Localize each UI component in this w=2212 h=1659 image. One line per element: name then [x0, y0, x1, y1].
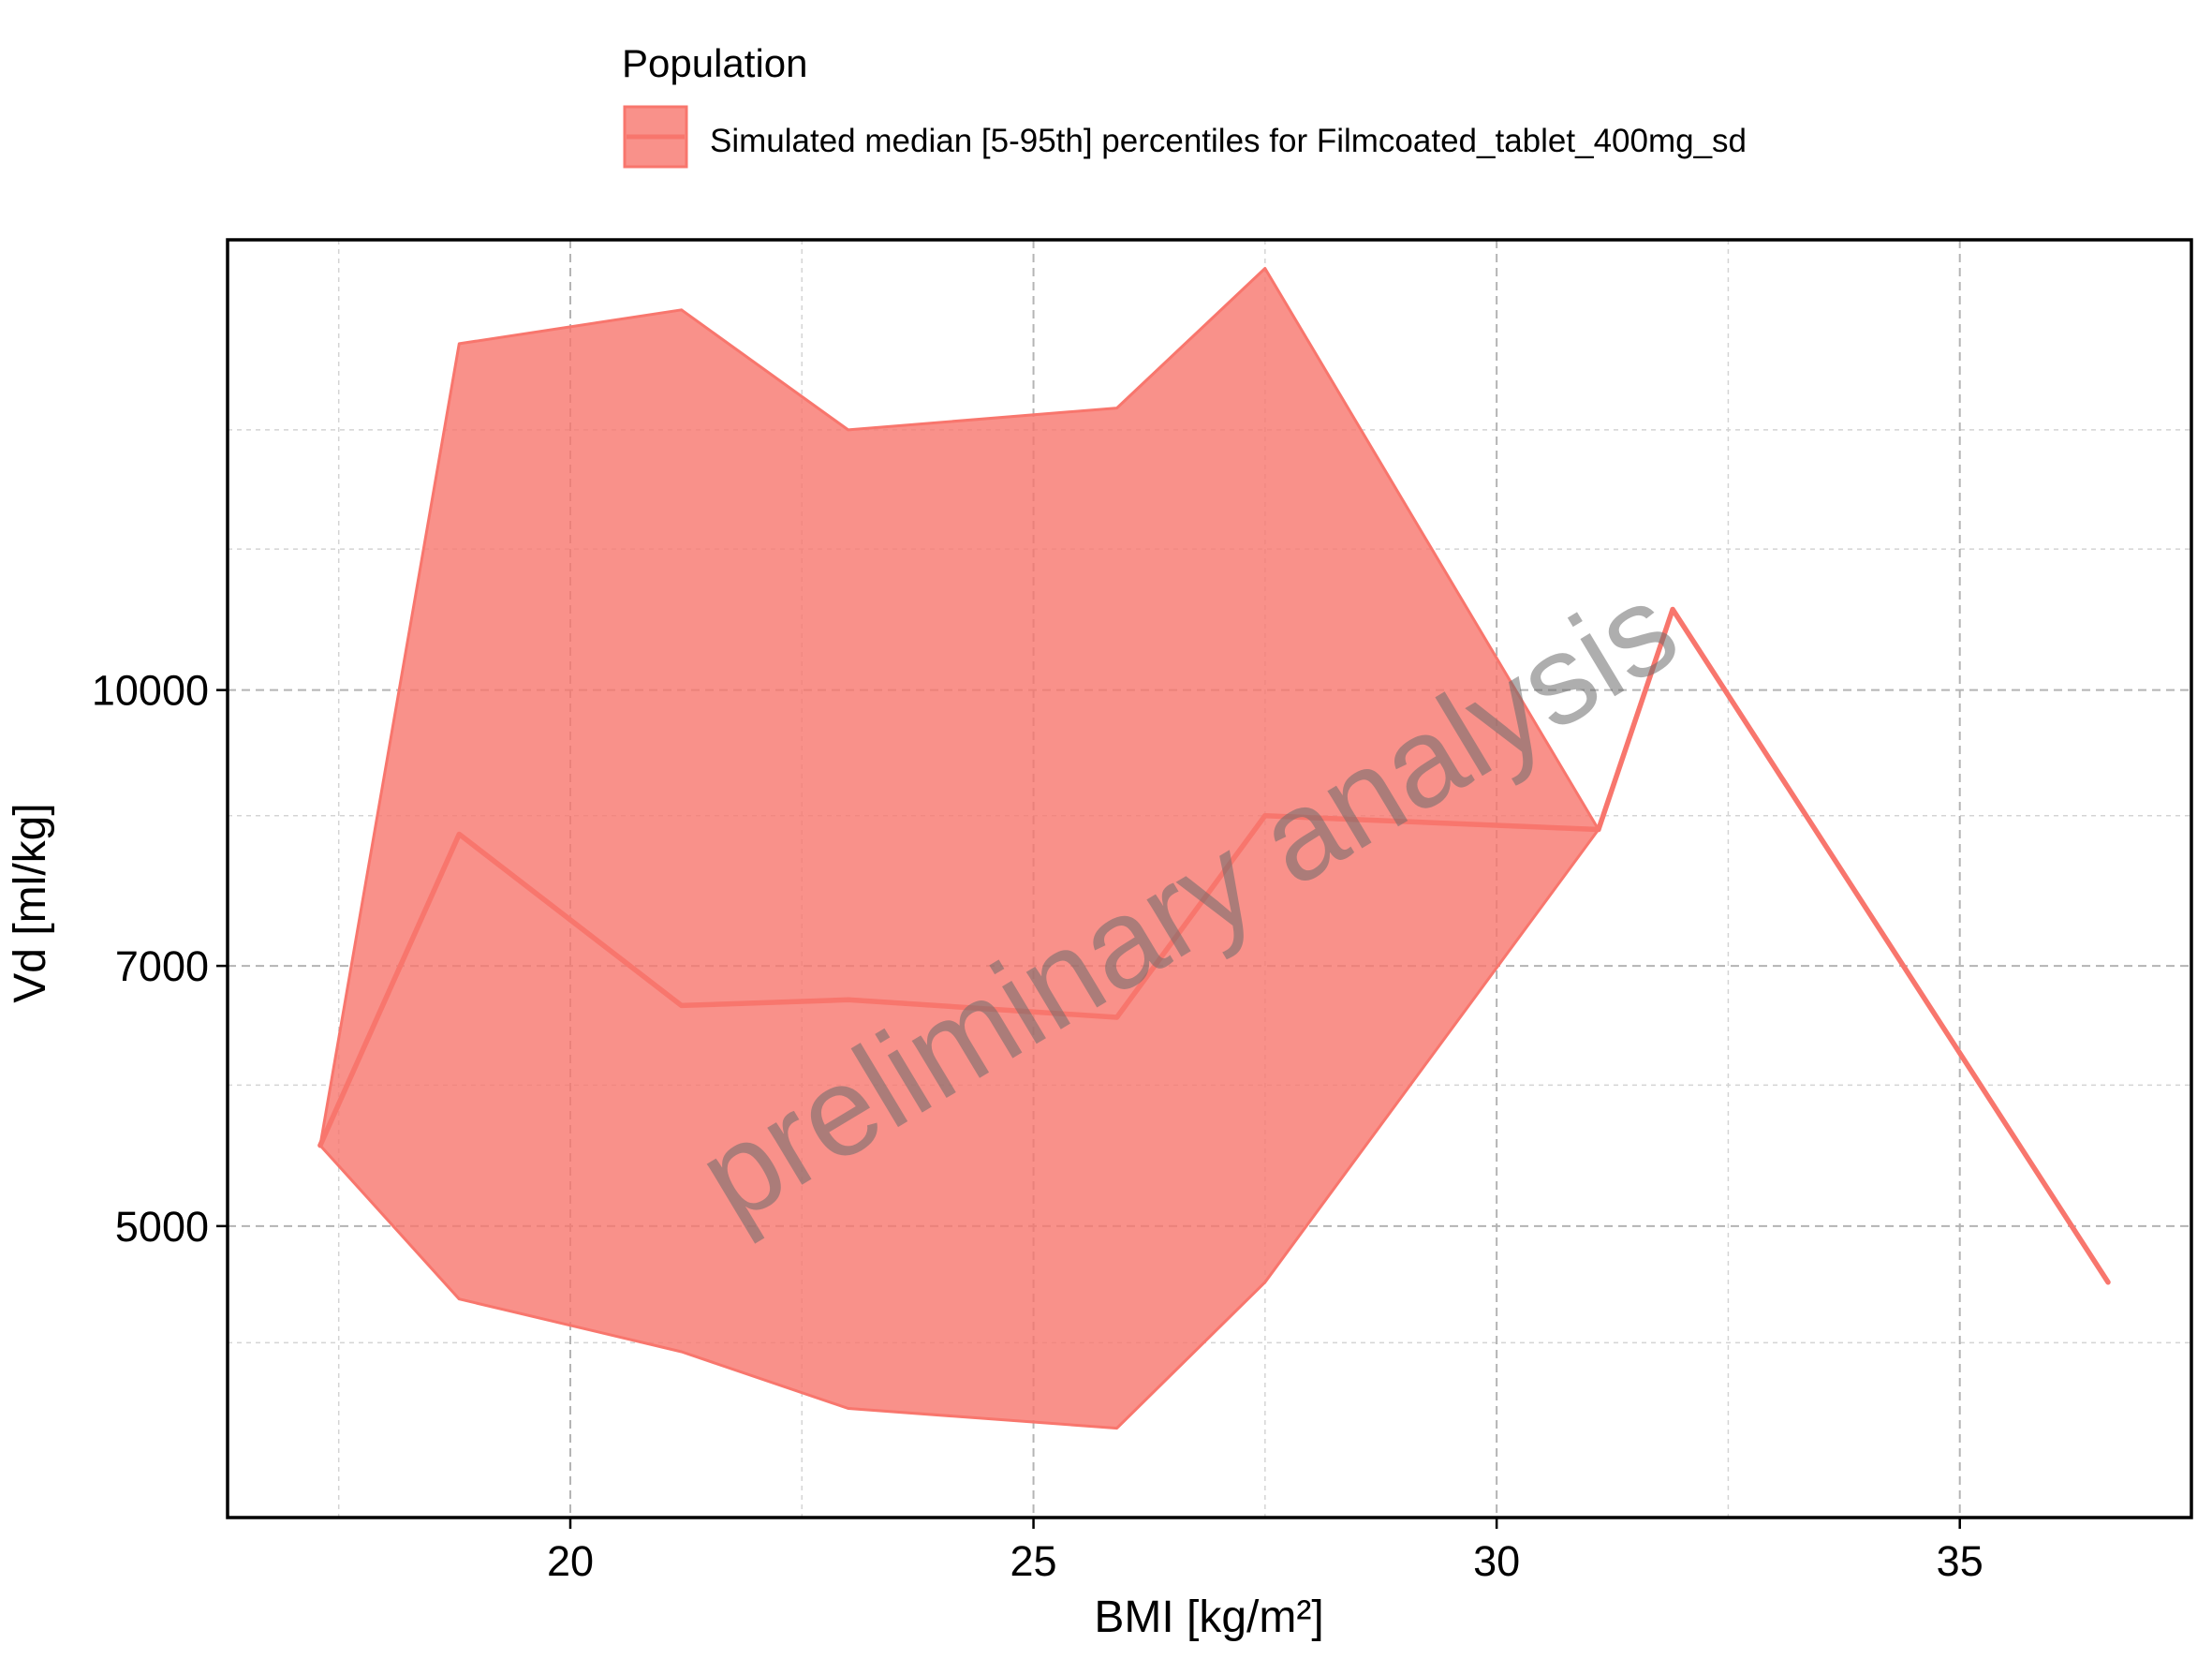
series-layer [317, 267, 2111, 1430]
x-axis-ticks: 20 25 30 35 [547, 1518, 1983, 1585]
y-axis-title: Vd [ml/kg] [6, 803, 55, 1002]
x-tick-label: 30 [1473, 1537, 1520, 1585]
legend: Population Simulated median [5-95th] per… [622, 41, 1747, 169]
y-tick-label: 7000 [115, 942, 209, 990]
y-tick-label: 10000 [92, 667, 209, 715]
legend-key [623, 105, 688, 169]
x-tick-label: 20 [547, 1537, 594, 1585]
y-axis-ticks: 5000 7000 10000 [92, 667, 228, 1251]
x-axis-title: BMI [kg/m²] [1094, 1592, 1323, 1642]
median-line [317, 606, 2111, 1285]
legend-entry-label: Simulated median [5-95th] percentiles fo… [710, 123, 1747, 159]
plot-frame [226, 238, 2193, 1519]
y-tick-label: 5000 [115, 1203, 209, 1251]
x-tick-label: 35 [1937, 1537, 1983, 1585]
legend-title: Population [622, 41, 808, 85]
x-tick-label: 25 [1010, 1537, 1057, 1585]
